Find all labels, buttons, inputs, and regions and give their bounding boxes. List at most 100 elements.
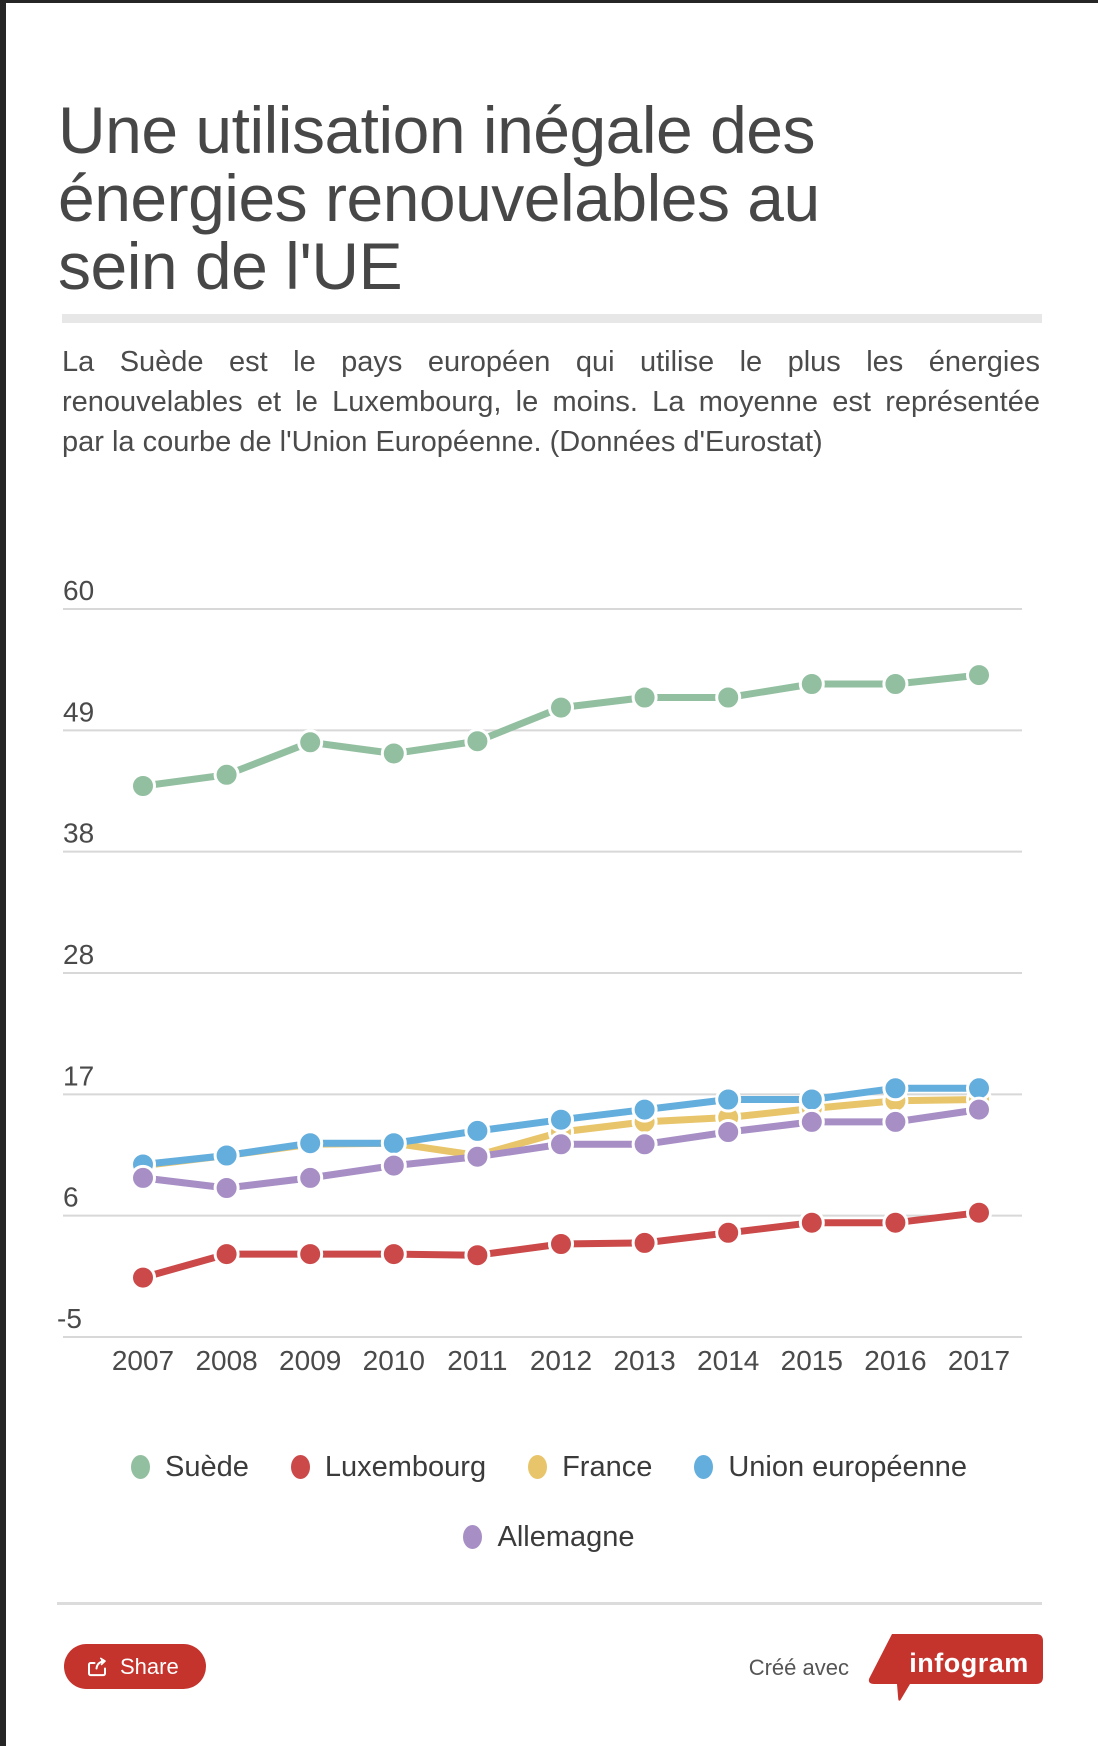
chart-legend-row-1: Suède Luxembourg France Union européenne — [0, 1441, 1098, 1493]
data-point — [882, 671, 909, 697]
data-point — [130, 1164, 156, 1191]
data-point — [882, 1108, 909, 1135]
legend-swatch — [131, 1455, 150, 1479]
data-point — [798, 671, 825, 697]
x-axis-tick-label: 2008 — [195, 1345, 257, 1376]
footer-divider — [57, 1602, 1042, 1605]
legend-item-Allemagne[interactable]: Allemagne — [463, 1520, 635, 1554]
data-point — [631, 1096, 658, 1123]
x-axis-tick-label: 2009 — [279, 1345, 341, 1376]
share-icon — [85, 1655, 109, 1679]
legend-swatch — [463, 1525, 483, 1549]
data-point — [548, 1131, 574, 1158]
title-line-2: énergies renouvelables au — [58, 161, 820, 236]
data-point — [380, 1130, 407, 1157]
title-line-1: Une utilisation inégale des — [58, 93, 816, 168]
data-point — [130, 1264, 156, 1291]
data-point — [715, 1119, 742, 1145]
data-point — [966, 1096, 992, 1123]
legend-label: Luxembourg — [324, 1450, 487, 1483]
data-point — [548, 1106, 574, 1133]
y-axis-tick-label: 6 — [63, 1182, 79, 1213]
legend-item-France[interactable]: France — [528, 1451, 652, 1484]
x-axis-tick-label: 2016 — [864, 1345, 926, 1376]
legend-label: Union européenne — [728, 1450, 967, 1483]
infogram-logo[interactable]: infogram — [863, 1633, 1045, 1703]
data-point — [966, 1199, 992, 1226]
x-axis-tick-label: 2017 — [948, 1345, 1010, 1376]
data-point — [464, 1117, 491, 1144]
infogram-logo-wordmark: infogram — [909, 1647, 1029, 1678]
y-axis-tick-label: 49 — [63, 696, 94, 727]
data-point — [464, 728, 491, 755]
share-button-label: Share — [120, 1653, 179, 1679]
y-axis-tick-label: 28 — [63, 939, 94, 970]
description-line-1: La Suède est le pays européen qui utilis… — [62, 346, 1040, 378]
x-axis-tick-label: 2013 — [613, 1345, 675, 1376]
data-point — [548, 1231, 574, 1257]
line-chart-canvas: 60 49 38 28 17 6 -5 2007 2008 2009 2010 2011 2012 201… — [57, 575, 1022, 1376]
x-axis-tick-label: 2014 — [697, 1345, 759, 1376]
legend-item-Luxembourg[interactable]: Luxembourg — [290, 1450, 487, 1484]
x-axis-tick-label: 2011 — [447, 1345, 507, 1376]
data-point — [882, 1209, 909, 1236]
made-with: Créé avec infogram — [749, 1632, 1045, 1704]
data-point — [380, 1241, 407, 1268]
left-edge-bar — [0, 0, 6, 1746]
y-axis-tick-label: -5 — [57, 1303, 82, 1334]
legend-item-Union européenne[interactable]: Union européenne — [694, 1451, 967, 1484]
data-point — [715, 1086, 742, 1113]
data-point — [548, 694, 574, 721]
x-axis-tick-label: 2007 — [112, 1345, 174, 1376]
data-point — [213, 1241, 240, 1268]
data-point — [966, 1075, 992, 1102]
data-point — [297, 1241, 324, 1268]
legend-label: Allemagne — [497, 1520, 635, 1553]
data-point — [297, 1164, 324, 1191]
legend-label: France — [562, 1450, 653, 1483]
infogram-logo-bubble — [868, 1634, 1043, 1701]
x-axis-tick-label: 2015 — [781, 1345, 843, 1376]
legend-item-Suède[interactable]: Suède — [131, 1451, 249, 1484]
data-point — [715, 684, 742, 711]
data-point — [966, 662, 992, 689]
title-divider — [62, 314, 1042, 323]
y-axis-tick-label: 60 — [63, 575, 94, 606]
data-point — [798, 1108, 825, 1135]
data-point — [213, 1175, 240, 1201]
data-point — [798, 1209, 825, 1236]
data-point — [213, 1142, 240, 1169]
y-axis-tick-label: 17 — [63, 1060, 94, 1091]
legend-label: Suède — [165, 1450, 249, 1483]
data-point — [297, 729, 324, 756]
legend-swatch — [290, 1455, 310, 1479]
data-point — [882, 1075, 909, 1102]
line-chart: 60 49 38 28 17 6 -5 2007 2008 2009 2010 2011 2012 201… — [0, 500, 1098, 1410]
data-point — [631, 684, 658, 711]
legend-swatch — [528, 1455, 548, 1479]
x-axis-tick-label: 2012 — [530, 1345, 592, 1376]
share-button[interactable]: Share — [64, 1644, 206, 1689]
page-title: Une utilisation inégale des énergies ren… — [58, 96, 978, 300]
data-point — [380, 1152, 407, 1179]
created-with-label: Créé avec — [748, 1655, 849, 1680]
top-edge-bar — [0, 0, 1098, 3]
data-point — [631, 1229, 658, 1256]
title-line-3: sein de l'UE — [58, 229, 403, 304]
data-point — [380, 740, 407, 767]
chart-legend-row-2: Allemagne — [0, 1511, 1098, 1563]
description-line-2: renouvelables et le Luxembourg, le moins… — [62, 386, 1040, 418]
data-point — [631, 1131, 658, 1158]
chart-description: La Suède est le pays européen qui utilis… — [62, 342, 1040, 462]
data-point — [798, 1086, 825, 1113]
data-point — [213, 761, 240, 788]
data-point — [130, 773, 156, 799]
data-point — [464, 1242, 491, 1269]
legend-swatch — [694, 1455, 714, 1479]
y-axis-tick-label: 38 — [63, 818, 94, 849]
x-axis-tick-label: 2010 — [363, 1345, 425, 1376]
description-line-3: par la courbe de l'Union Européenne. (Do… — [62, 426, 823, 458]
data-point — [715, 1219, 742, 1246]
data-point — [297, 1130, 324, 1157]
